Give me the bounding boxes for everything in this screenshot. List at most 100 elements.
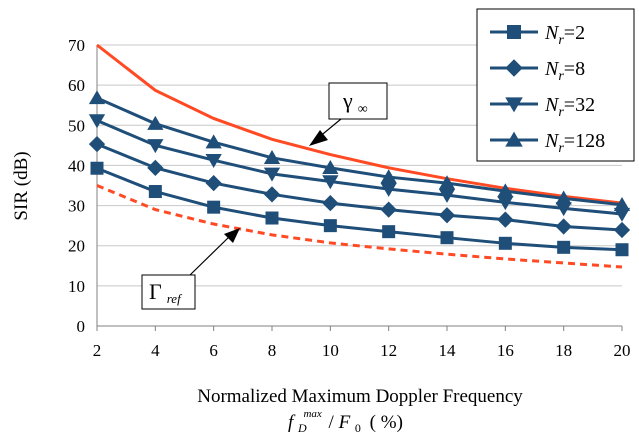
series-3 <box>88 90 631 211</box>
y-axis-title: SIR (dB) <box>11 151 32 220</box>
annotation-ref-arrow <box>189 235 231 276</box>
series-0-point-2 <box>207 200 221 214</box>
series-0-point-1 <box>148 185 162 199</box>
series-3-point-6 <box>438 175 456 190</box>
x-tick-label-14: 14 <box>439 341 457 360</box>
legend-box <box>476 8 635 162</box>
series-3-point-8 <box>555 190 572 205</box>
bound-line-0 <box>96 43 623 205</box>
series-2-point-9 <box>613 207 631 222</box>
y-tick-label-30: 30 <box>68 197 85 216</box>
y-tick-label-40: 40 <box>68 156 85 175</box>
series-1-point-4 <box>322 195 339 212</box>
legend: Nr=2 Nr=8 Nr=32 Nr=128 <box>476 8 635 162</box>
legend-label-0: Nr=2 <box>544 22 585 48</box>
y-tick-label-70: 70 <box>68 36 85 55</box>
formula-unit: ( %) <box>370 412 403 433</box>
series-3-point-1 <box>147 115 164 130</box>
series-0-point-0 <box>90 161 104 175</box>
legend-marker-2 <box>505 97 523 113</box>
series-2-point-2 <box>205 154 222 169</box>
annotation-ref-label: Γ ref <box>149 279 183 306</box>
legend-label-2: Nr=32 <box>544 94 595 120</box>
formula-sub-d: D <box>297 421 307 434</box>
x-tick-label-6: 6 <box>209 341 218 360</box>
annotation-gamma-ref: Γ ref <box>141 228 240 310</box>
series-2-point-7 <box>497 196 514 211</box>
series-0-point-8 <box>557 240 571 254</box>
series-1-point-2 <box>205 174 222 192</box>
legend-label-3: Nr=128 <box>544 130 605 156</box>
x-tick-labels: 2 4 6 8 10 12 14 16 18 20 <box>93 326 631 360</box>
gamma-main: γ <box>342 88 353 113</box>
series-line-0 <box>96 166 623 252</box>
formula-sup-max: max <box>303 408 321 420</box>
series-3-point-4 <box>322 160 339 175</box>
series-0-point-5 <box>382 225 396 239</box>
x-tick-label-16: 16 <box>497 341 514 360</box>
series-3-point-0 <box>88 90 106 105</box>
legend-label-1: Nr=8 <box>544 58 585 84</box>
series-1-point-3 <box>263 186 281 203</box>
annotation-ref-box <box>141 274 196 310</box>
series-3-point-7 <box>497 183 514 198</box>
legend-item-3: Nr=128 <box>490 130 605 156</box>
x-tick-label-20: 20 <box>614 341 631 360</box>
gamma-ref-sub: ref <box>167 291 183 306</box>
x-axis-formula: f D max / F 0 ( %) <box>288 401 403 434</box>
series-2-point-5 <box>380 182 397 197</box>
series-2-point-3 <box>263 167 281 182</box>
annotation-ref-arrowhead <box>224 228 240 243</box>
y-tick-label-0: 0 <box>77 317 86 336</box>
series-0-point-3 <box>265 211 279 225</box>
y-tick-label-50: 50 <box>68 116 85 135</box>
series-0-point-6 <box>440 231 454 245</box>
series-line-2 <box>96 119 623 216</box>
series-1-point-0 <box>88 136 106 153</box>
series-2-point-6 <box>438 188 456 203</box>
formula-f: f <box>288 412 296 433</box>
legend-marker-3 <box>505 131 523 147</box>
formula-sub-0: 0 <box>355 421 361 434</box>
series-3-point-5 <box>380 169 397 184</box>
annotation-gamma-label: γ ∞ <box>342 88 368 117</box>
x-tick-label-4: 4 <box>151 341 160 360</box>
series-1-point-1 <box>147 159 164 176</box>
annotation-gamma-arrowhead <box>309 130 328 146</box>
annotation-gamma-inf: γ ∞ <box>309 82 388 146</box>
series-3-point-9 <box>613 196 631 211</box>
x-tick-label-18: 18 <box>555 341 572 360</box>
y-tick-labels: 0 10 20 30 40 50 60 70 <box>68 36 85 336</box>
x-tick-label-10: 10 <box>322 341 339 360</box>
series-3-point-2 <box>205 134 222 149</box>
y-tick-label-10: 10 <box>68 277 85 296</box>
x-tick-label-12: 12 <box>380 341 397 360</box>
bound-line-1 <box>96 184 623 269</box>
series-1 <box>88 136 631 239</box>
legend-item-1: Nr=8 <box>490 58 585 84</box>
series-0 <box>90 161 629 257</box>
series-0-point-7 <box>498 236 512 250</box>
series-0-point-9 <box>615 243 629 257</box>
series-line-3 <box>96 96 623 207</box>
legend-marker-1 <box>505 59 523 77</box>
series-1-point-9 <box>613 221 631 239</box>
series-2-point-4 <box>322 175 339 190</box>
legend-marker-0 <box>507 25 521 39</box>
series-0-point-4 <box>323 219 337 233</box>
series-2-point-8 <box>555 202 572 217</box>
bound-curves <box>96 43 623 269</box>
gamma-ref-main: Γ <box>149 279 162 304</box>
series-1-point-6 <box>438 207 456 224</box>
y-tick-label-20: 20 <box>68 237 85 256</box>
gamma-sub: ∞ <box>358 102 368 117</box>
x-tick-label-2: 2 <box>93 341 102 360</box>
series-2 <box>88 114 631 222</box>
series-line-1 <box>96 142 623 232</box>
series-2-point-1 <box>147 139 164 154</box>
series-1-point-5 <box>380 201 397 218</box>
x-axis-title: Normalized Maximum Doppler Frequency <box>197 386 523 407</box>
series-1-point-7 <box>497 211 514 228</box>
legend-item-2: Nr=32 <box>490 94 595 120</box>
